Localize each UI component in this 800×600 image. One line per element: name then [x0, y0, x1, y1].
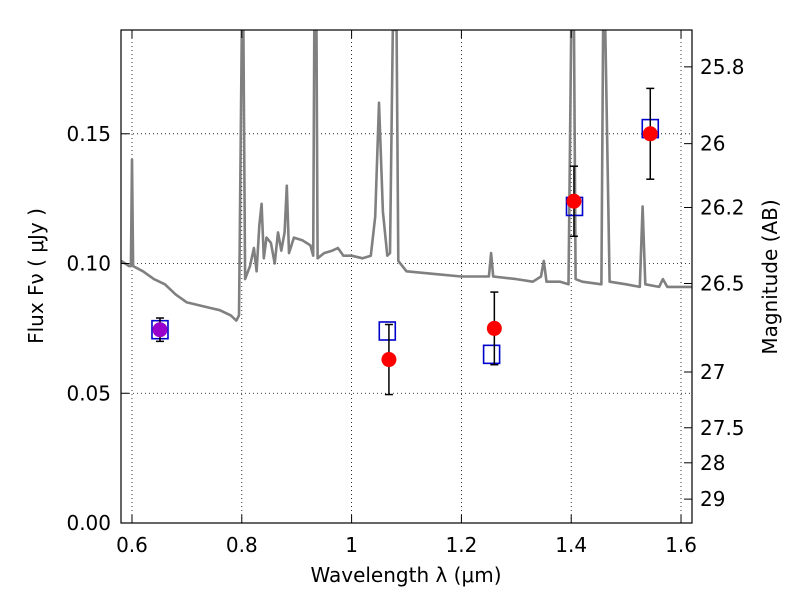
y2-axis-title: Magnitude (AB): [758, 199, 782, 354]
series-group: [121, 30, 692, 396]
y2-tick-label: 27: [700, 360, 725, 384]
observed-point: [381, 352, 397, 368]
plot-area: [121, 30, 692, 523]
x-tick-label: 0.8: [226, 533, 258, 557]
y2-tick-label: 29: [700, 487, 725, 511]
x-tick-label: 1.4: [555, 533, 587, 557]
x-axis-title: Wavelength λ (μm): [310, 563, 501, 587]
y2-tick-label: 27.5: [700, 416, 745, 440]
y2-tick-label: 28: [700, 451, 725, 475]
y-tick-label: 0.05: [66, 381, 111, 405]
observed-point: [642, 126, 658, 142]
y2-tick-label: 26: [700, 132, 725, 156]
y-tick-label: 0.00: [66, 511, 111, 535]
y2-tick-label: 25.8: [700, 55, 745, 79]
y-tick-label: 0.10: [66, 252, 111, 276]
y-axis-title: Flux Fν ( μJy ): [24, 208, 48, 344]
model-square-marker: [482, 344, 501, 365]
observed-point: [486, 320, 502, 336]
ticks: [121, 30, 692, 524]
x-tick-label: 0.6: [116, 533, 148, 557]
y-tick-label: 0.15: [66, 122, 111, 146]
y2-tick-label: 26.2: [700, 195, 745, 219]
x-tick-label: 1: [345, 533, 358, 557]
x-tick-label: 1.2: [445, 533, 477, 557]
y2-tick-label: 26.5: [700, 272, 745, 296]
observed-point: [152, 322, 168, 338]
observed-point: [566, 193, 582, 209]
model-square-marker: [378, 321, 397, 341]
spectrum-line: [121, 30, 692, 322]
plot-frame: [120, 29, 693, 524]
tick-labels: 0.6 0.8 1 1.2 1.4 1.6 0.00 0.05 0.10 0.15 25.8 26 26…: [66, 55, 744, 557]
x-tick-label: 1.6: [665, 533, 697, 557]
